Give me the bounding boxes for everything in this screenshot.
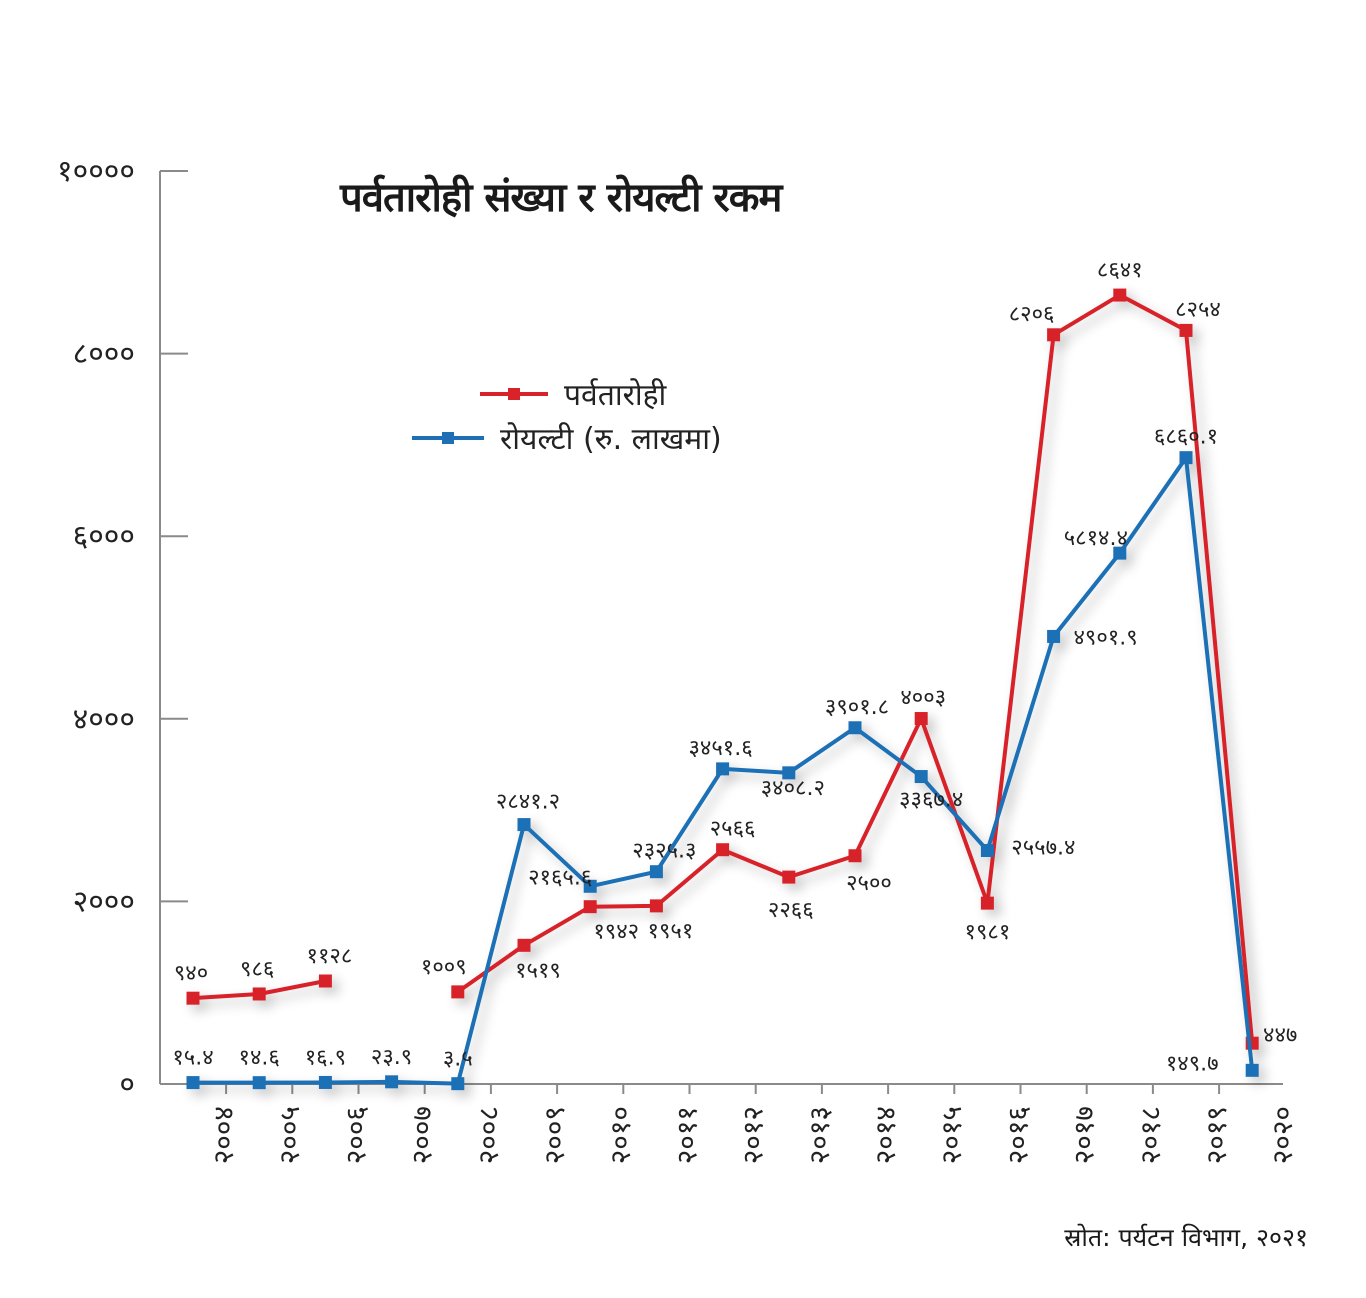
data-labels: ९४० ९८६ ११२८ १००९ १५१९ १९४२ १९५१ २५६६ २२६६ २५०० ४०… xyxy=(172,258,1297,1076)
x-tick-label: २०१५ xyxy=(935,1106,968,1164)
data-label: १००९ xyxy=(421,955,467,980)
legend-marker xyxy=(508,388,520,400)
data-point xyxy=(252,1076,266,1090)
x-tick-label: २०१९ xyxy=(1200,1106,1233,1164)
x-tick-label: २००८ xyxy=(472,1106,505,1164)
y-tick-label: १०००० xyxy=(57,154,135,189)
data-label: ३४०८.२ xyxy=(761,776,825,801)
data-label: ३.५ xyxy=(443,1047,473,1072)
data-point xyxy=(914,770,928,784)
x-tick-label: २०१८ xyxy=(1134,1106,1167,1164)
y-tick-label: २००० xyxy=(73,884,135,919)
x-tick-label: २००७ xyxy=(406,1106,439,1164)
x-tick-label: २०११ xyxy=(670,1106,703,1164)
x-tick-label: २०१० xyxy=(604,1106,637,1164)
data-label: २५०० xyxy=(846,871,892,896)
data-label: २८४१.२ xyxy=(496,790,560,815)
data-label: १९४२ xyxy=(593,920,639,945)
data-label: ३३६७.४ xyxy=(899,788,963,813)
data-label: १५१९ xyxy=(515,958,561,983)
data-point xyxy=(583,879,597,893)
data-label: २३२५.३ xyxy=(632,839,696,864)
data-label: १५.४ xyxy=(172,1046,213,1071)
data-point xyxy=(186,1076,200,1090)
x-tick-label: २००९ xyxy=(538,1106,571,1164)
data-label: ११२८ xyxy=(307,944,353,969)
data-label: ५८१४.४ xyxy=(1064,526,1128,551)
series-layer xyxy=(186,288,1259,1091)
x-tick-label: २०१७ xyxy=(1068,1106,1101,1164)
data-point xyxy=(782,870,796,884)
data-point xyxy=(848,849,862,863)
data-point xyxy=(451,985,465,999)
y-tick-label: ६००० xyxy=(73,519,135,554)
data-label: १९५१ xyxy=(648,919,694,944)
data-label: १९८१ xyxy=(965,920,1011,945)
legend: पर्वतारोही रोयल्टी (रु. लाखमा) xyxy=(412,378,722,457)
data-label: २५६६ xyxy=(710,817,756,842)
data-point xyxy=(649,899,663,913)
data-label: २५५७.४ xyxy=(1011,836,1075,861)
axes: ० २००० ४००० ६००० ८००० १०००० २००४ २००५ २००६ २००७ २०… xyxy=(57,154,1299,1164)
data-point xyxy=(451,1077,465,1091)
data-label: ८६४१ xyxy=(1097,258,1143,283)
data-label: ९४० xyxy=(174,961,208,986)
data-point xyxy=(385,1075,399,1089)
data-point xyxy=(318,1075,332,1089)
data-label: २२६६ xyxy=(768,898,814,923)
data-label: ६८६०.१ xyxy=(1154,425,1218,450)
x-tick-label: २०१२ xyxy=(737,1106,770,1164)
x-tick-label: २००४ xyxy=(207,1106,240,1164)
data-label: ४९०१.९ xyxy=(1073,625,1137,650)
data-point xyxy=(980,844,994,858)
legend-label: पर्वतारोही xyxy=(564,378,668,413)
legend-label: रोयल्टी (रु. लाखमा) xyxy=(500,422,722,457)
data-point xyxy=(517,938,531,952)
data-point xyxy=(1047,328,1061,342)
data-point xyxy=(716,762,730,776)
data-label: २३.९ xyxy=(371,1045,412,1070)
data-label: ४००३ xyxy=(900,686,946,711)
legend-marker xyxy=(442,432,454,444)
data-point xyxy=(517,818,531,832)
data-point xyxy=(252,987,266,1001)
data-point xyxy=(649,865,663,879)
data-label: ९८६ xyxy=(240,957,274,982)
x-tick-label: २०२० xyxy=(1266,1106,1299,1164)
x-tick-label: २०१४ xyxy=(869,1106,902,1164)
data-point xyxy=(1113,288,1127,302)
data-point xyxy=(782,766,796,780)
chart-title: पर्वतारोही संख्या र रोयल्टी रकम xyxy=(340,175,782,221)
data-point xyxy=(980,896,994,910)
data-point xyxy=(1179,323,1193,337)
data-label: २१६५.६ xyxy=(528,865,592,890)
data-point xyxy=(1179,451,1193,465)
y-tick-label: ४००० xyxy=(73,702,135,737)
data-point xyxy=(1047,629,1061,643)
data-point xyxy=(716,843,730,857)
data-point xyxy=(1245,1063,1259,1077)
data-point xyxy=(583,900,597,914)
data-point xyxy=(318,974,332,988)
data-label: ४४७ xyxy=(1263,1023,1297,1048)
data-label: १६.९ xyxy=(305,1045,346,1070)
data-label: ८२०६ xyxy=(1009,302,1055,327)
data-label: ८२५४ xyxy=(1175,297,1221,322)
y-tick-label: ० xyxy=(119,1067,135,1102)
x-tick-label: २००५ xyxy=(273,1106,306,1164)
y-tick-label: ८००० xyxy=(73,337,135,372)
data-point xyxy=(186,991,200,1005)
data-label: ३९०१.८ xyxy=(825,695,889,720)
data-point xyxy=(914,712,928,726)
data-label: १४९.७ xyxy=(1166,1051,1219,1076)
data-label: १४.६ xyxy=(239,1046,280,1071)
data-point xyxy=(848,721,862,735)
source-note: स्रोत: पर्यटन विभाग, २०२१ xyxy=(1064,1223,1308,1252)
x-tick-label: २०१३ xyxy=(803,1106,836,1164)
data-label: ३४५१.६ xyxy=(688,736,752,761)
data-point xyxy=(1113,546,1127,560)
x-tick-label: २००६ xyxy=(339,1106,372,1164)
x-tick-label: २०१६ xyxy=(1001,1106,1034,1164)
